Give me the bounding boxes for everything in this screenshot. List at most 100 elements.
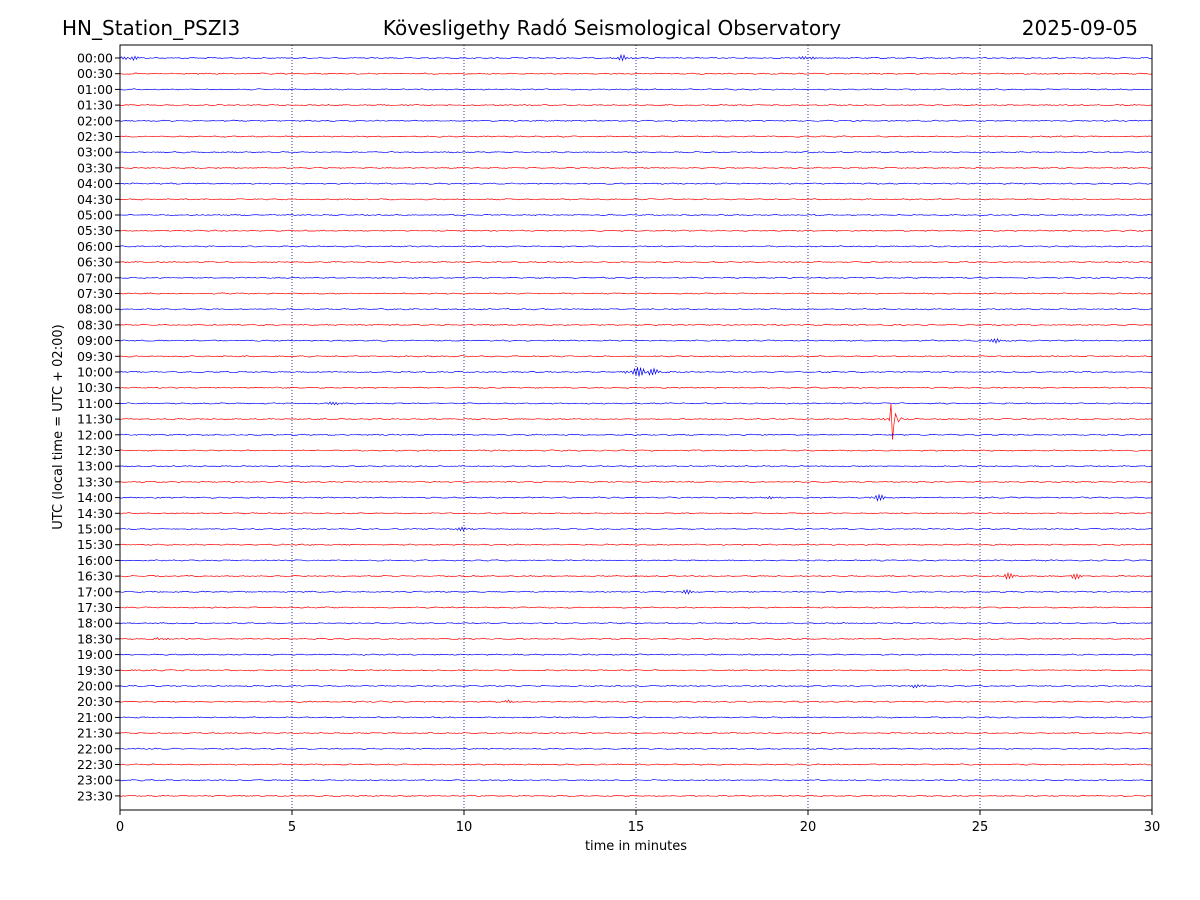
y-tick-label-09:30: 09:30	[77, 349, 113, 364]
observatory-title: Kövesligethy Radó Seismological Observat…	[382, 16, 842, 40]
y-tick-label-15:00: 15:00	[77, 522, 113, 537]
trace-18:00	[119, 622, 1153, 625]
y-tick-label-17:30: 17:30	[77, 600, 113, 615]
trace-19:30	[119, 669, 1153, 672]
trace-23:30	[119, 794, 1153, 797]
y-tick-label-00:00: 00:00	[77, 51, 113, 66]
trace-08:30	[119, 323, 1153, 326]
y-tick-label-12:30: 12:30	[77, 443, 113, 458]
y-tick-label-16:30: 16:30	[77, 569, 113, 584]
trace-05:30	[119, 229, 1152, 232]
y-tick-label-23:00: 23:00	[77, 773, 113, 788]
y-tick-label-22:00: 22:00	[77, 741, 113, 756]
y-tick-label-08:30: 08:30	[77, 317, 113, 332]
trace-05:00	[119, 213, 1153, 217]
trace-09:30	[119, 355, 1153, 358]
y-tick-label-10:30: 10:30	[77, 380, 113, 395]
x-tick-label-0: 0	[116, 820, 124, 835]
y-axis-label: UTC (local time = UTC + 02:00)	[51, 324, 66, 529]
y-tick-label-14:30: 14:30	[77, 506, 113, 521]
trace-23:00	[119, 779, 1153, 782]
trace-00:30	[119, 72, 1153, 75]
y-tick-label-18:00: 18:00	[77, 616, 113, 631]
trace-13:30	[119, 480, 1153, 483]
x-axis-label: time in minutes	[585, 839, 687, 854]
y-tick-label-19:30: 19:30	[77, 663, 113, 678]
x-axis: 0 5 10 15 20 25 30	[116, 810, 1160, 835]
y-tick-label-06:30: 06:30	[77, 255, 113, 270]
y-tick-label-18:30: 18:30	[77, 631, 113, 646]
y-tick-label-20:30: 20:30	[77, 694, 113, 709]
trace-12:00	[119, 433, 1153, 436]
trace-04:30	[119, 198, 1153, 201]
trace-07:30	[119, 292, 1153, 295]
trace-09:00	[119, 337, 1153, 344]
y-tick-label-04:00: 04:00	[77, 176, 113, 191]
trace-02:30	[119, 135, 1153, 138]
trace-07:00	[119, 276, 1153, 279]
y-tick-label-17:00: 17:00	[77, 584, 113, 599]
trace-22:30	[119, 763, 1153, 766]
trace-20:30	[119, 699, 1153, 704]
trace-00:00	[119, 53, 1153, 62]
y-tick-label-04:30: 04:30	[77, 192, 113, 207]
y-axis: 00:0000:3001:0001:3002:0002:3003:0003:30…	[77, 51, 120, 803]
trace-10:00	[119, 367, 1153, 377]
trace-13:00	[119, 465, 1153, 468]
trace-03:30	[119, 166, 1153, 169]
x-tick-label-30: 30	[1144, 820, 1161, 835]
trace-15:30	[119, 543, 1153, 546]
y-tick-label-13:00: 13:00	[77, 459, 113, 474]
trace-17:30	[119, 606, 1153, 609]
recording-date: 2025-09-05	[1021, 16, 1138, 40]
y-tick-label-14:00: 14:00	[77, 490, 113, 505]
trace-21:00	[119, 716, 1153, 719]
y-tick-label-11:30: 11:30	[77, 412, 113, 427]
y-tick-label-19:00: 19:00	[77, 647, 113, 662]
y-tick-label-23:30: 23:30	[77, 788, 113, 803]
x-tick-label-20: 20	[800, 820, 817, 835]
trace-14:00	[119, 493, 1153, 502]
trace-02:00	[119, 119, 1153, 122]
y-tick-label-02:00: 02:00	[77, 113, 113, 128]
x-tick-label-15: 15	[628, 820, 645, 835]
trace-12:30	[119, 449, 1153, 452]
trace-06:00	[119, 245, 1153, 248]
trace-04:00	[119, 182, 1153, 185]
y-tick-label-06:00: 06:00	[77, 239, 113, 254]
y-tick-label-12:00: 12:00	[77, 427, 113, 442]
y-tick-label-03:00: 03:00	[77, 145, 113, 160]
trace-14:30	[119, 512, 1153, 515]
y-tick-label-10:00: 10:00	[77, 365, 113, 380]
y-tick-label-08:00: 08:00	[77, 302, 113, 317]
trace-01:30	[119, 104, 1153, 107]
trace-21:30	[119, 732, 1153, 735]
x-tick-label-10: 10	[456, 820, 473, 835]
trace-10:30	[119, 386, 1153, 389]
trace-15:00	[119, 526, 1153, 532]
trace-20:00	[119, 683, 1153, 689]
y-tick-label-16:00: 16:00	[77, 553, 113, 568]
y-tick-label-01:00: 01:00	[77, 82, 113, 97]
trace-18:30	[119, 637, 1153, 641]
y-tick-label-00:30: 00:30	[77, 66, 113, 81]
station-name: HN_Station_PSZI3	[62, 16, 241, 40]
y-tick-label-22:30: 22:30	[77, 757, 113, 772]
trace-16:30	[119, 571, 1153, 581]
x-tick-label-5: 5	[288, 820, 296, 835]
trace-03:00	[119, 151, 1153, 154]
trace-22:00	[119, 747, 1153, 750]
y-tick-label-13:30: 13:30	[77, 474, 113, 489]
trace-17:00	[119, 588, 1153, 595]
trace-19:00	[119, 653, 1153, 656]
y-tick-label-02:30: 02:30	[77, 129, 113, 144]
trace-08:00	[119, 308, 1153, 311]
trace-16:00	[119, 559, 1153, 562]
trace-01:00	[119, 88, 1153, 91]
trace-11:00	[119, 401, 1153, 406]
y-tick-label-20:00: 20:00	[77, 679, 113, 694]
y-tick-label-07:00: 07:00	[77, 270, 113, 285]
x-tick-label-25: 25	[972, 820, 989, 835]
y-tick-label-01:30: 01:30	[77, 98, 113, 113]
